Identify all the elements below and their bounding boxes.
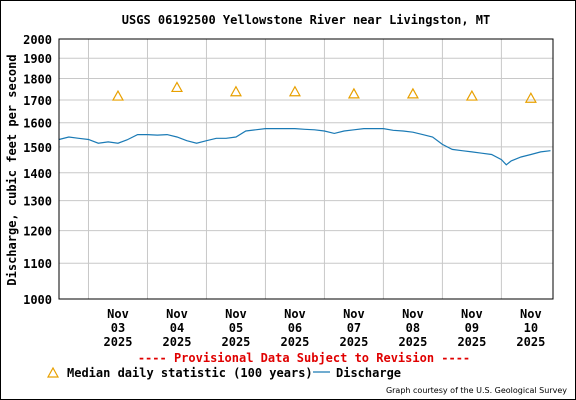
x-tick-label: 05 [229,321,243,335]
x-tick-label: 10 [524,321,538,335]
y-tick-label: 1400 [23,167,52,181]
y-axis-label: Discharge, cubic feet per second [5,54,19,285]
median-series [111,81,537,103]
x-tick-label: Nov [520,307,542,321]
median-legend-label: Median daily statistic (100 years) [67,366,313,380]
x-tick-label: 2025 [339,335,368,349]
x-tick-label: 2025 [104,335,133,349]
x-tick-label: Nov [107,307,129,321]
discharge-series [58,128,551,166]
median-marker [524,92,537,103]
x-tick-label: Nov [461,307,483,321]
discharge-line [58,128,551,166]
x-tick-label: 07 [347,321,361,335]
chart-title: USGS 06192500 Yellowstone River near Liv… [122,13,490,27]
x-tick-label: 2025 [516,335,545,349]
y-tick-label: 1000 [23,293,52,307]
y-tick-label: 1300 [23,195,52,209]
median-marker [406,87,419,99]
x-tick-labels: Nov032025Nov042025Nov052025Nov062025Nov0… [104,307,546,349]
y-tick-label: 1800 [23,73,52,87]
usgs-credit: Graph courtesy of the U.S. Geological Su… [386,386,567,395]
provisional-notice: ---- Provisional Data Subject to Revisio… [138,351,470,365]
y-tick-label: 1600 [23,117,52,131]
median-marker [347,87,360,99]
x-tick-label: 2025 [457,335,486,349]
y-tick-labels: 1000 1100 1200 1300 1400 1500 1600 1700 1800 1900… [23,33,52,307]
median-marker [465,89,478,101]
x-tick-label: 03 [111,321,125,335]
median-marker [288,85,301,97]
x-tick-label: 2025 [398,335,427,349]
discharge-legend-label: Discharge [336,366,401,380]
grid-lines [59,38,553,300]
x-tick-label: Nov [284,307,306,321]
y-tick-label: 1100 [23,257,52,271]
y-tick-label: 1900 [23,52,52,66]
median-marker [111,89,125,101]
median-legend-icon [46,366,60,378]
x-tick-label: 08 [406,321,420,335]
median-marker [170,81,183,93]
x-tick-label: Nov [343,307,365,321]
median-marker [229,85,242,97]
legend: Median daily statistic (100 years) Disch… [46,366,401,380]
x-tick-label: 2025 [280,335,309,349]
plot-border [58,38,554,300]
x-tick-label: 2025 [163,335,192,349]
y-tick-label: 1700 [23,94,52,108]
x-tick-label: 09 [465,321,479,335]
y-tick-label: 1200 [23,225,52,239]
x-tick-label: 2025 [222,335,251,349]
x-tick-label: Nov [166,307,188,321]
x-tick-label: Nov [225,307,247,321]
x-tick-label: 06 [288,321,302,335]
x-tick-label: 04 [170,321,184,335]
x-tick-label: Nov [402,307,424,321]
y-tick-label: 2000 [23,33,52,47]
y-tick-label: 1500 [23,141,52,155]
